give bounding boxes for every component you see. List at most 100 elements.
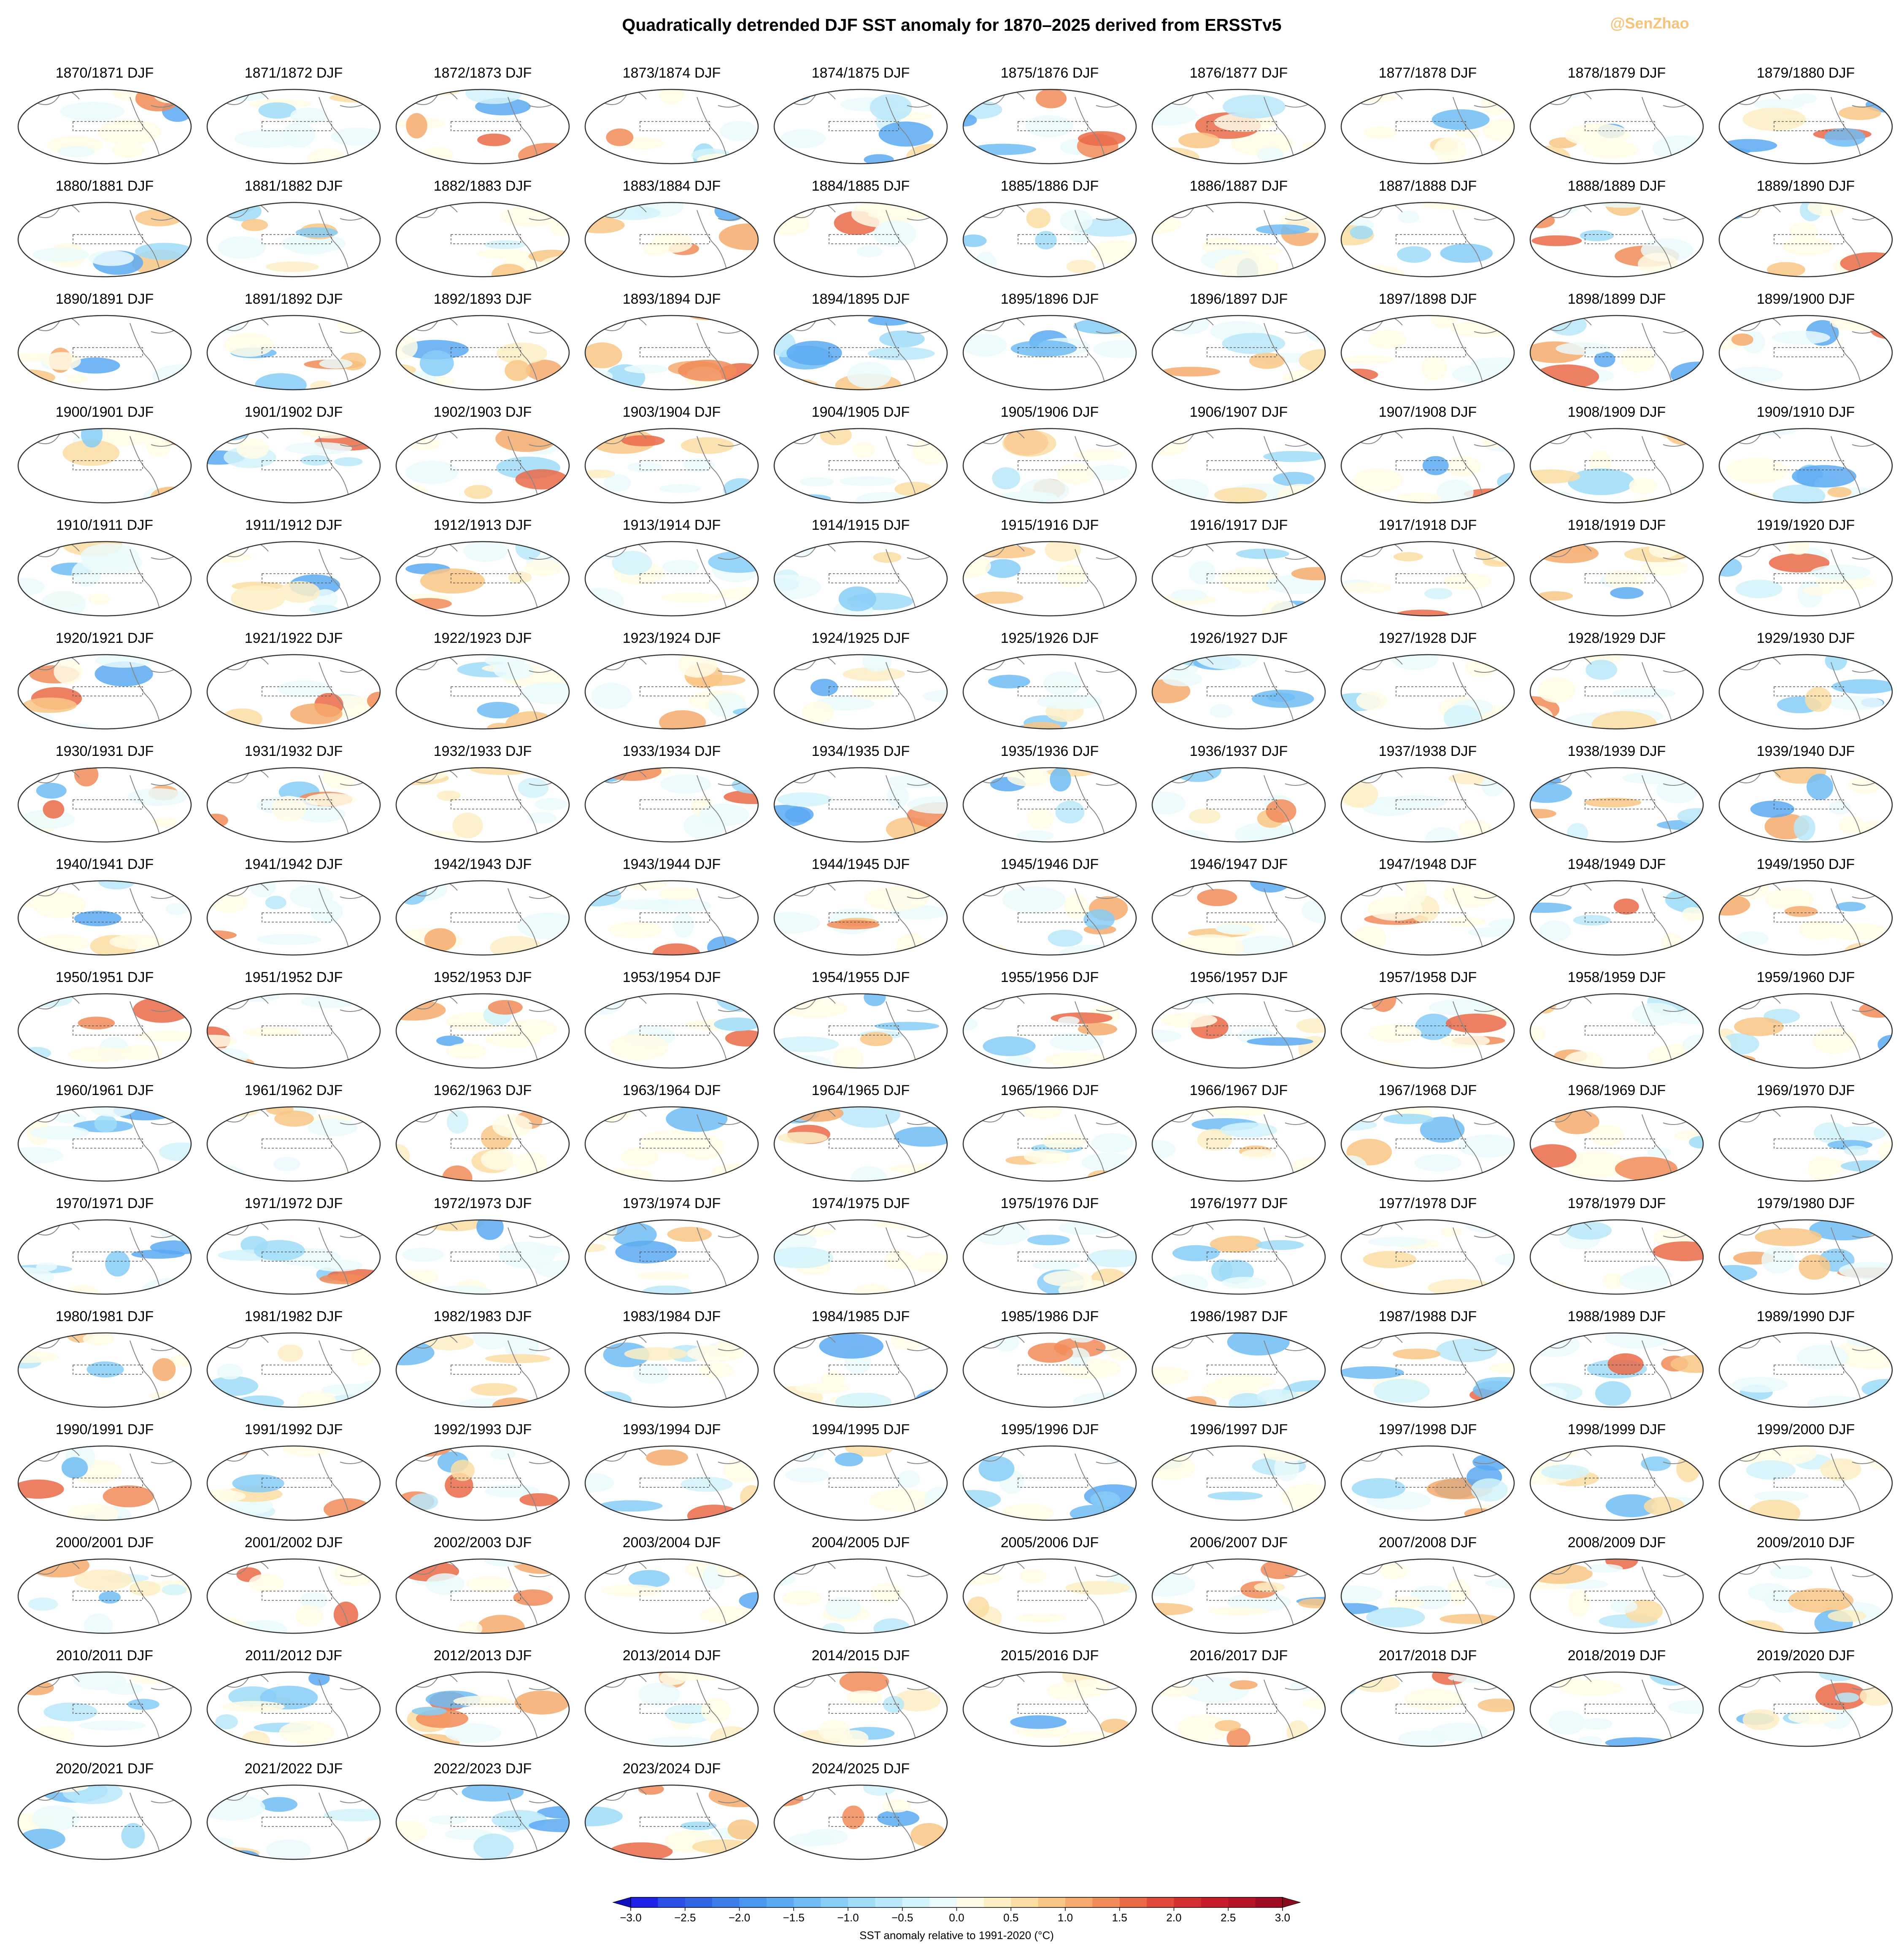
map-background <box>396 1785 569 1859</box>
anomaly-pattern <box>396 1144 410 1170</box>
panel-title: 2004/2005 DJF <box>812 1535 910 1551</box>
map-outline <box>395 880 570 956</box>
nino-box <box>1018 1591 1088 1601</box>
anomaly-pattern <box>724 790 758 804</box>
nino-box <box>1396 912 1466 923</box>
anomaly-pattern <box>488 1000 523 1015</box>
nino-box <box>1018 799 1088 809</box>
map-panel <box>1719 316 1892 390</box>
anomaly-pattern <box>435 1285 492 1294</box>
panel-title: 1923/1924 DJF <box>623 630 721 646</box>
nino-box <box>451 1704 521 1714</box>
map-outline <box>1151 880 1326 956</box>
anomaly-pattern <box>1104 1446 1136 1465</box>
anomaly-pattern <box>396 947 408 955</box>
anomaly-pattern <box>1812 1028 1856 1054</box>
anomaly-pattern <box>1827 487 1852 498</box>
anomaly-pattern <box>1161 367 1221 377</box>
panel-title: 2021/2022 DJF <box>245 1761 343 1777</box>
panel-title: 1885/1886 DJF <box>1001 178 1099 194</box>
anomaly-pattern <box>1610 1600 1637 1613</box>
panel-title: 1912/1913 DJF <box>434 517 532 533</box>
anomaly-pattern <box>585 1446 604 1462</box>
anomaly-pattern <box>681 1477 733 1492</box>
anomaly-pattern <box>1807 1396 1864 1407</box>
anomaly-pattern <box>873 552 902 563</box>
nino-box <box>1774 1252 1844 1262</box>
anomaly-pattern <box>226 994 280 1002</box>
map-outline <box>962 541 1137 617</box>
map-outline <box>584 654 759 730</box>
anomaly-pattern <box>599 1500 663 1512</box>
map-panel <box>207 1785 380 1859</box>
map-panel <box>585 768 758 842</box>
map-outline <box>206 767 381 843</box>
anomaly-pattern <box>1782 237 1834 256</box>
anomaly-pattern <box>1772 484 1826 503</box>
colorbar-bin <box>1011 1897 1039 1907</box>
anomaly-pattern <box>32 248 89 262</box>
anomaly-pattern <box>1363 1251 1417 1268</box>
anomaly-pattern <box>1073 1392 1135 1407</box>
anomaly-pattern <box>782 1590 821 1605</box>
anomaly-pattern <box>1350 226 1373 240</box>
map-panel <box>1152 881 1325 955</box>
anomaly-pattern <box>481 1149 518 1170</box>
anomaly-pattern <box>717 587 758 601</box>
map-panel <box>396 1107 569 1181</box>
map-panel <box>963 1107 1136 1181</box>
panel-title: 1948/1949 DJF <box>1568 856 1666 872</box>
map-panel <box>18 1446 191 1520</box>
nino-box <box>73 686 143 696</box>
anomaly-pattern <box>215 1714 238 1729</box>
panel-title: 1940/1941 DJF <box>56 856 154 872</box>
anomaly-pattern <box>986 768 1013 774</box>
anomaly-pattern <box>308 1119 358 1136</box>
nino-box <box>829 1591 899 1601</box>
anomaly-pattern <box>1797 1345 1849 1370</box>
anomaly-pattern <box>778 1132 828 1144</box>
anomaly-pattern <box>1422 456 1449 475</box>
anomaly-pattern <box>121 1823 145 1849</box>
anomaly-pattern <box>637 1271 690 1281</box>
anomaly-pattern <box>227 881 254 887</box>
map-panel <box>963 89 1136 164</box>
panel-title: 1964/1965 DJF <box>812 1082 910 1098</box>
panel-title: 1929/1930 DJF <box>1757 630 1855 646</box>
anomaly-pattern <box>18 1680 54 1695</box>
anomaly-pattern <box>1530 469 1580 484</box>
panel-title: 1952/1953 DJF <box>434 969 532 985</box>
anomaly-pattern <box>1152 1366 1190 1385</box>
anomaly-pattern <box>1042 1133 1086 1150</box>
anomaly-pattern <box>1036 89 1067 108</box>
nino-box <box>1018 1025 1088 1036</box>
anomaly-pattern <box>973 591 1024 604</box>
map-outline <box>962 315 1137 391</box>
anomaly-pattern <box>1830 696 1883 710</box>
anomaly-pattern <box>774 1619 794 1633</box>
map-panel <box>1719 1446 1892 1520</box>
map-outline <box>1340 993 1515 1069</box>
panel-title: 1991/1992 DJF <box>245 1422 343 1438</box>
panel-title: 1889/1890 DJF <box>1757 178 1855 194</box>
anomaly-pattern <box>1341 94 1361 104</box>
map-outline <box>395 1332 570 1408</box>
map-outline <box>1529 1558 1704 1634</box>
anomaly-pattern <box>396 1340 435 1365</box>
anomaly-pattern <box>1731 1377 1788 1393</box>
anomaly-pattern <box>774 542 802 549</box>
map-outline <box>1718 202 1893 278</box>
anomaly-pattern <box>1002 886 1066 913</box>
anomaly-pattern <box>1028 1343 1073 1363</box>
anomaly-pattern <box>835 1392 892 1407</box>
anomaly-pattern <box>1267 693 1295 702</box>
anomaly-pattern <box>1431 109 1490 130</box>
anomaly-pattern <box>1368 1024 1422 1043</box>
anomaly-pattern <box>1482 119 1514 142</box>
panel-title: 1966/1967 DJF <box>1190 1082 1288 1098</box>
map-outline <box>1529 767 1704 843</box>
panel-title: 1895/1896 DJF <box>1001 291 1099 307</box>
map-outline <box>17 315 192 391</box>
anomaly-pattern <box>1069 232 1091 243</box>
